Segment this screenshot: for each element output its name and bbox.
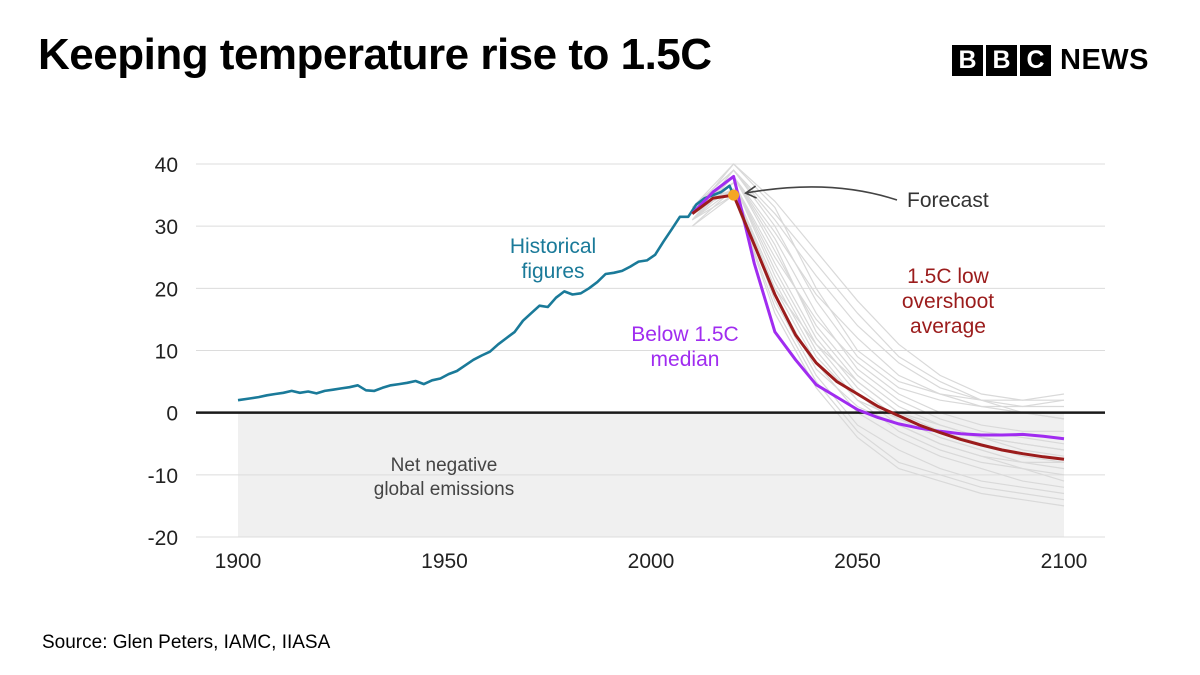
scenario-line-20 (691, 187, 1065, 457)
source-note: Source: Glen Peters, IAMC, IIASA (42, 632, 331, 653)
y-tick-label-30: 30 (155, 216, 178, 239)
scenario-line-1 (691, 163, 1065, 401)
annotation-negative-line-2: global emissions (374, 479, 514, 500)
annotation-historical-line-2: figures (521, 260, 584, 283)
y-tick-label-0: 0 (166, 403, 178, 426)
annotation-historical-line-1: Historical (510, 235, 596, 258)
x-tick-label-2050: 2050 (834, 550, 881, 573)
y-tick-label--20: -20 (148, 527, 178, 550)
scenario-line-18 (691, 188, 1065, 451)
chart-title: Keeping temperature rise to 1.5C (38, 30, 712, 79)
logo-block-b2: B (986, 45, 1017, 76)
scenario-line-16 (691, 169, 1065, 420)
scenario-line-19 (691, 163, 1064, 401)
x-tick-label-1950: 1950 (421, 550, 468, 573)
scenario-line-6 (691, 181, 1065, 470)
annotation-overshoot-line-1: 1.5C low (907, 265, 990, 288)
scenario-line-2 (691, 169, 1065, 420)
x-tick-label-2000: 2000 (628, 550, 675, 573)
forecast-dot (728, 189, 740, 201)
series-line-below (691, 174, 1065, 441)
y-tick-label-10: 10 (155, 341, 178, 364)
series-line-historical (237, 184, 735, 402)
annotation-below-line-2: median (651, 348, 720, 371)
annotation-negative-line-1: Net negative (391, 455, 498, 476)
annotation-overshoot-line-2: overshoot (902, 290, 994, 313)
y-tick-label--10: -10 (148, 465, 178, 488)
annotation-forecast: Forecast (907, 189, 989, 212)
scenario-line-11 (691, 169, 1064, 408)
logo-block-b1: B (952, 45, 983, 76)
annotation-below-line-1: Below 1.5C (631, 323, 738, 346)
forecast-arrow-head (743, 185, 757, 199)
x-tick-label-1900: 1900 (215, 550, 262, 573)
annotation-overshoot-line-3: average (910, 315, 986, 338)
y-tick-label-40: 40 (155, 154, 178, 177)
logo-word-news: NEWS (1060, 44, 1149, 76)
logo-block-c: C (1020, 45, 1051, 76)
bbc-news-logo: B B C NEWS (952, 44, 1149, 77)
series-line-low-overshoot (691, 193, 1065, 461)
x-tick-label-2100: 2100 (1041, 550, 1088, 573)
forecast-arrow-line (745, 186, 898, 201)
scenario-line-13 (691, 181, 1064, 432)
scenario-line-17 (691, 194, 1065, 507)
y-tick-label-20: 20 (155, 278, 178, 301)
scenario-line-9 (691, 194, 1065, 501)
